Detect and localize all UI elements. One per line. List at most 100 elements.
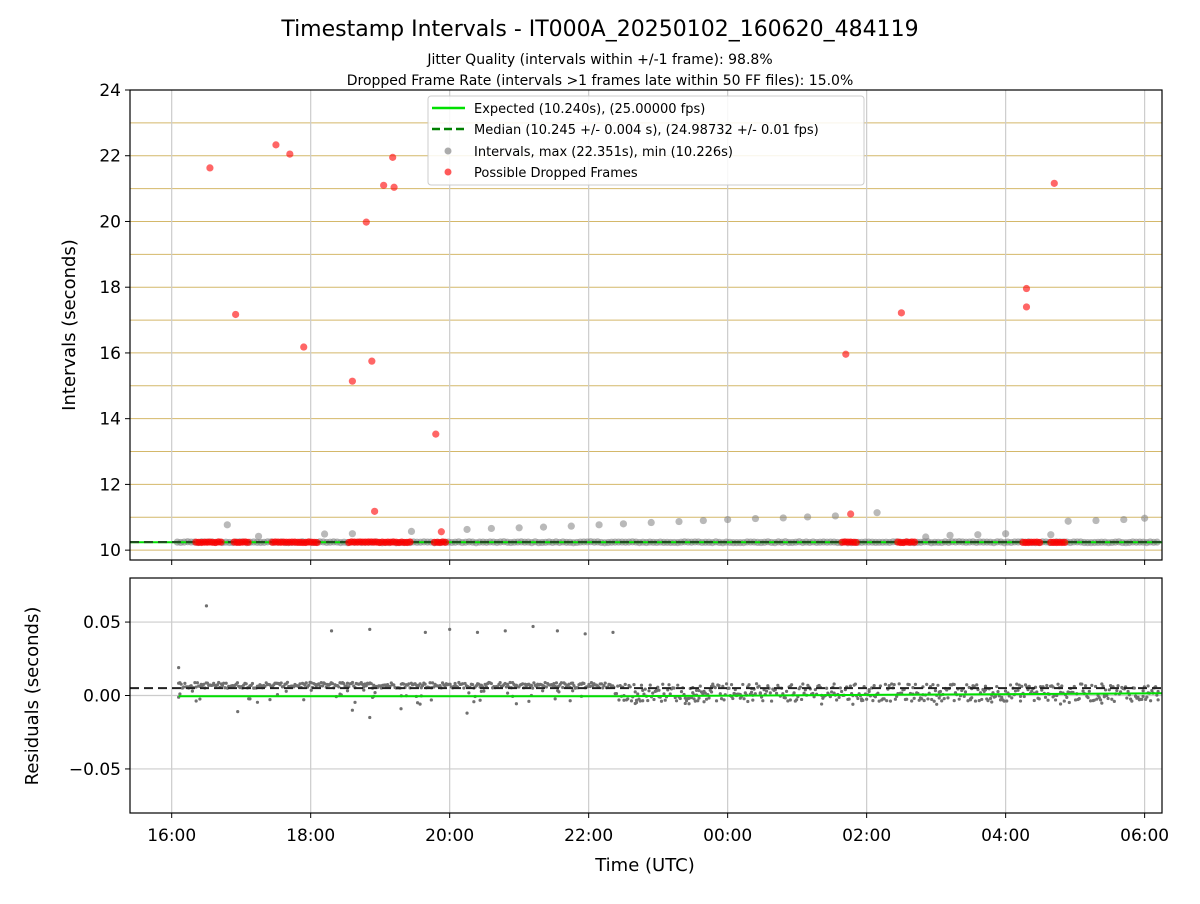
residual-point: [1102, 695, 1106, 699]
residual-point: [617, 698, 621, 702]
residual-point: [467, 691, 471, 695]
residual-point: [709, 690, 714, 694]
residual-point: [713, 686, 717, 690]
residual-point: [544, 685, 549, 689]
residual-point: [642, 692, 646, 696]
residual-point: [865, 697, 869, 701]
residual-point: [632, 683, 636, 687]
residual-point: [318, 684, 322, 688]
residual-point: [350, 680, 355, 685]
residual-point: [402, 682, 406, 686]
residual-point: [751, 698, 755, 702]
residuals-panel: −0.05 0.00 0.05 16:00 18:00 20:00 22:00 00:00 02…: [69, 577, 1169, 846]
residual-point: [938, 689, 943, 694]
residual-point: [888, 699, 893, 703]
residual-point: [832, 682, 836, 686]
chart-title: Timestamp Intervals - IT000A_20250102_16…: [280, 17, 918, 42]
residual-point: [634, 698, 639, 702]
residual-point: [626, 697, 630, 701]
residual-point: [529, 683, 534, 688]
residual-point: [255, 700, 260, 704]
residual-point: [329, 629, 334, 633]
residual-point: [693, 699, 697, 703]
dropped-frame-point: [437, 528, 445, 536]
dropped-frame-point: [286, 150, 294, 158]
residual-point: [561, 685, 565, 690]
residual-point: [749, 690, 754, 694]
interval-point: [567, 522, 575, 530]
residual-point: [531, 624, 535, 629]
residual-point: [856, 696, 860, 701]
residual-point: [962, 694, 966, 699]
residual-point: [628, 685, 632, 689]
residual-point: [475, 630, 480, 634]
residual-point: [1027, 684, 1031, 688]
residual-point: [639, 683, 644, 687]
residual-point: [792, 691, 796, 695]
residual-point: [648, 683, 652, 687]
residual-point: [683, 701, 687, 706]
top-y-tick-label: 24: [99, 81, 121, 101]
residual-point: [217, 680, 221, 685]
interval-point: [675, 517, 683, 526]
legend-dropped-swatch: [444, 168, 452, 176]
residual-point: [643, 687, 647, 691]
residual-point: [418, 682, 422, 686]
residual-point: [309, 688, 313, 692]
residual-point: [729, 683, 734, 687]
residual-point: [993, 694, 998, 698]
residual-point: [589, 681, 594, 685]
residual-point: [996, 689, 1000, 694]
residual-point: [1037, 697, 1041, 701]
residual-point: [871, 698, 875, 703]
residual-point: [917, 698, 921, 702]
residual-point: [583, 632, 587, 636]
residual-point: [747, 683, 751, 687]
residual-point: [1141, 694, 1145, 698]
dropped-frame-point: [406, 538, 414, 546]
dropped-frame-point: [389, 153, 397, 161]
residual-point: [882, 697, 886, 701]
dropped-frame-point: [244, 538, 252, 546]
residual-point: [769, 699, 774, 703]
residual-point: [1040, 688, 1044, 692]
residual-point: [190, 689, 195, 693]
residual-point: [195, 681, 200, 685]
residual-point: [1108, 684, 1113, 688]
residual-point: [453, 681, 457, 686]
residual-point: [925, 682, 929, 686]
residual-point: [215, 683, 220, 687]
residual-point: [360, 682, 365, 687]
dropped-frame-point: [272, 141, 280, 149]
residual-point: [838, 686, 842, 690]
residual-point: [179, 682, 183, 686]
residual-point: [1143, 697, 1148, 702]
interval-point: [515, 524, 523, 532]
residual-point: [1030, 689, 1034, 693]
residual-point: [975, 683, 979, 687]
interval-point: [595, 521, 603, 529]
residual-point: [193, 681, 197, 685]
dropped-frame-point: [390, 183, 398, 191]
residual-point: [224, 681, 228, 685]
dropped-frame-point: [371, 507, 379, 515]
residual-point: [741, 682, 745, 687]
residual-point: [885, 699, 889, 703]
legend-dropped-label: Possible Dropped Frames: [474, 166, 638, 181]
residual-point: [905, 697, 909, 701]
residual-point: [973, 699, 978, 703]
residual-point: [935, 702, 939, 706]
residual-point: [177, 665, 181, 670]
bottom-y-tick-label: 0.05: [83, 613, 121, 633]
residual-point: [1013, 689, 1018, 693]
residual-point: [932, 699, 936, 703]
dropped-frame-point: [368, 357, 376, 365]
residual-point: [717, 683, 721, 688]
residual-point: [922, 698, 926, 703]
residual-point: [1115, 688, 1119, 693]
residual-point: [883, 682, 888, 686]
residual-point: [1017, 683, 1021, 687]
residual-point: [462, 686, 466, 690]
residual-point: [369, 682, 373, 686]
